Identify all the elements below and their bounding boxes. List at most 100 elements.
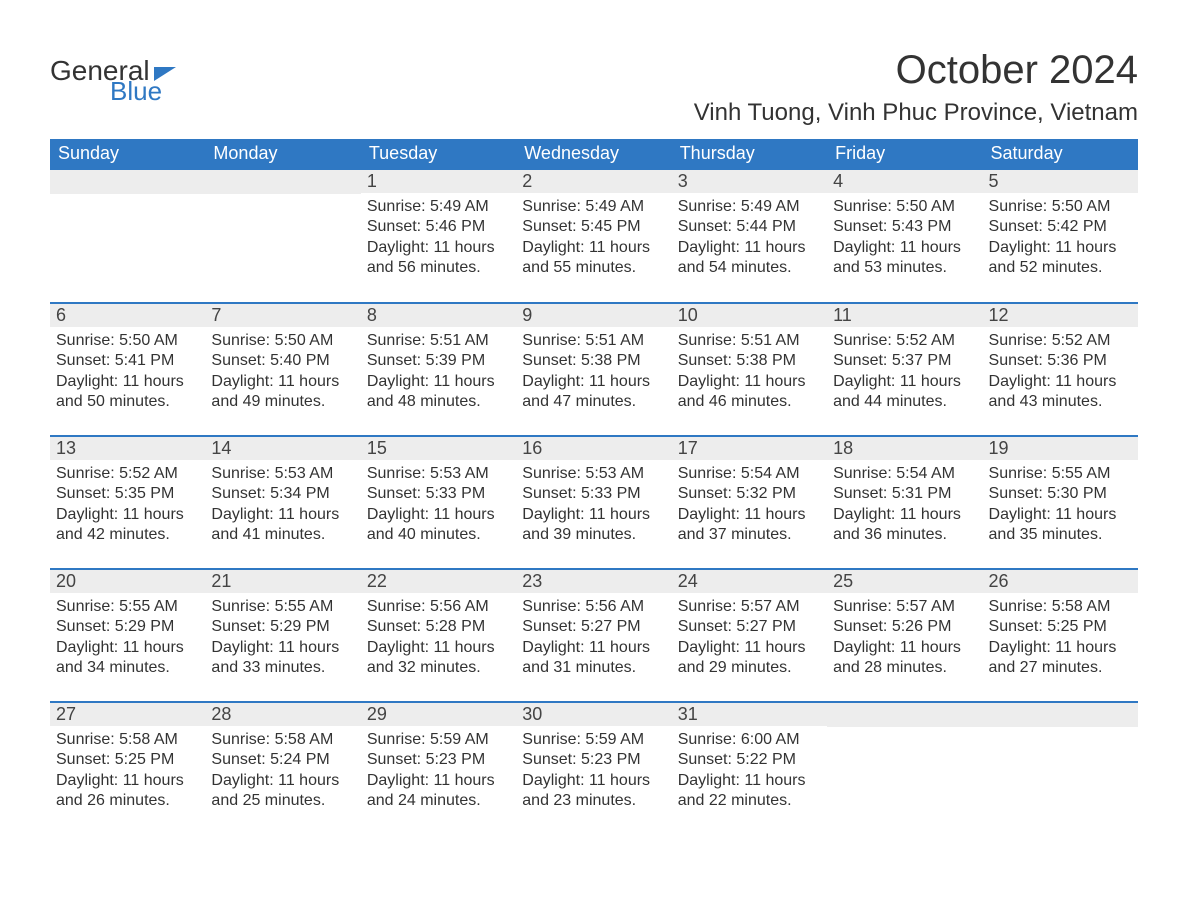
day-number (983, 703, 1138, 727)
sunset-label: Sunset: (678, 352, 732, 369)
location-subtitle: Vinh Tuong, Vinh Phuc Province, Vietnam (694, 99, 1138, 127)
day-body: Sunrise: 5:53 AMSunset: 5:33 PM Daylight:… (516, 460, 671, 568)
day-number (50, 170, 205, 194)
sunset-label: Sunset: (211, 751, 265, 768)
calendar-cell: 12Sunrise: 5:52 AMSunset: 5:36 PMDayligh… (983, 303, 1138, 436)
sunset-line: Sunset: 5:33 PM (522, 484, 665, 504)
sunrise-line: Sunrise: 5:57 AM (678, 597, 821, 617)
sunset-value: 5:27 PM (736, 618, 796, 635)
sunset-value: 5:41 PM (115, 352, 175, 369)
day-body: Sunrise: 5:49 AMSunset: 5:44 PMDaylight:… (672, 193, 827, 301)
sunset-label: Sunset: (56, 618, 110, 635)
sunrise-label: Sunrise: (678, 332, 737, 349)
sunrise-label: Sunrise: (211, 598, 270, 615)
sunrise-line: Sunrise: 5:53 AM (522, 464, 665, 484)
sunrise-line: Sunrise: 5:59 AM (367, 730, 510, 750)
weekday-header: Monday (205, 139, 360, 169)
day-body: Sunrise: 5:58 AMSunset: 5:25 PMDaylight:… (50, 726, 205, 834)
day-body: Sunrise: 5:53 AMSunset: 5:34 PMDaylight:… (205, 460, 360, 568)
sunset-label: Sunset: (367, 751, 421, 768)
day-number: 8 (361, 304, 516, 327)
sunset-value: 5:23 PM (426, 751, 486, 768)
day-body: Sunrise: 5:50 AMSunset: 5:41 PMDaylight:… (50, 327, 205, 435)
day-body: Sunrise: 5:52 AMSunset: 5:37 PMDaylight:… (827, 327, 982, 435)
daylight-label: Daylight: (833, 373, 895, 390)
sunrise-label: Sunrise: (211, 332, 270, 349)
calendar-week-row: 13Sunrise: 5:52 AMSunset: 5:35 PMDayligh… (50, 436, 1138, 569)
sunset-line: Sunset: 5:45 PM (522, 217, 665, 237)
calendar-header-row: SundayMondayTuesdayWednesdayThursdayFrid… (50, 139, 1138, 169)
daylight-label: Daylight: (678, 639, 740, 656)
sunrise-value: 5:49 AM (430, 198, 489, 215)
daylight-label: Daylight: (367, 639, 429, 656)
daylight-label: Daylight: (522, 373, 584, 390)
calendar-cell: 22Sunrise: 5:56 AMSunset: 5:28 PMDayligh… (361, 569, 516, 702)
daylight-line: Daylight: 11 hours and 55 minutes. (522, 238, 665, 279)
sunset-label: Sunset: (678, 751, 732, 768)
daylight-label: Daylight: (989, 373, 1051, 390)
sunset-value: 5:23 PM (581, 751, 641, 768)
day-number: 18 (827, 437, 982, 460)
sunrise-value: 5:51 AM (430, 332, 489, 349)
sunset-label: Sunset: (367, 485, 421, 502)
sunrise-line: Sunrise: 5:55 AM (211, 597, 354, 617)
sunrise-value: 5:50 AM (1052, 198, 1111, 215)
daylight-line: Daylight: 11 hours and 50 minutes. (56, 372, 199, 413)
calendar-cell: 27Sunrise: 5:58 AMSunset: 5:25 PMDayligh… (50, 702, 205, 835)
sunrise-value: 5:58 AM (1052, 598, 1111, 615)
sunset-label: Sunset: (211, 485, 265, 502)
daylight-line: Daylight: 11 hours and 46 minutes. (678, 372, 821, 413)
sunrise-line: Sunrise: 5:58 AM (56, 730, 199, 750)
daylight-line: Daylight: 11 hours and 24 minutes. (367, 771, 510, 812)
daylight-line: Daylight: 11 hours and 53 minutes. (833, 238, 976, 279)
daylight-label: Daylight: (833, 506, 895, 523)
sunrise-value: 5:59 AM (585, 731, 644, 748)
sunrise-label: Sunrise: (522, 198, 581, 215)
sunrise-value: 5:51 AM (741, 332, 800, 349)
sunrise-line: Sunrise: 5:52 AM (989, 331, 1132, 351)
daylight-label: Daylight: (989, 239, 1051, 256)
brand-text: General Blue (50, 58, 176, 103)
day-number: 13 (50, 437, 205, 460)
calendar-cell: 26Sunrise: 5:58 AMSunset: 5:25 PMDayligh… (983, 569, 1138, 702)
sunrise-line: Sunrise: 5:50 AM (56, 331, 199, 351)
sunset-label: Sunset: (989, 352, 1043, 369)
daylight-line: Daylight: 11 hours and 41 minutes. (211, 505, 354, 546)
sunrise-value: 5:58 AM (275, 731, 334, 748)
sunset-label: Sunset: (989, 218, 1043, 235)
sunrise-line: Sunrise: 5:54 AM (678, 464, 821, 484)
titles: October 2024 Vinh Tuong, Vinh Phuc Provi… (694, 48, 1138, 139)
sunset-label: Sunset: (989, 618, 1043, 635)
brand-logo: General Blue (50, 58, 176, 103)
sunrise-value: 5:49 AM (585, 198, 644, 215)
calendar-cell: 18Sunrise: 5:54 AMSunset: 5:31 PMDayligh… (827, 436, 982, 569)
sunrise-value: 5:50 AM (896, 198, 955, 215)
sunset-value: 5:45 PM (581, 218, 641, 235)
calendar-cell: 14Sunrise: 5:53 AMSunset: 5:34 PMDayligh… (205, 436, 360, 569)
sunset-value: 5:29 PM (115, 618, 175, 635)
day-body: Sunrise: 5:56 AMSunset: 5:28 PMDaylight:… (361, 593, 516, 701)
calendar-cell: 17Sunrise: 5:54 AMSunset: 5:32 PMDayligh… (672, 436, 827, 569)
sunset-label: Sunset: (211, 352, 265, 369)
daylight-label: Daylight: (522, 772, 584, 789)
day-body: Sunrise: 5:50 AMSunset: 5:40 PMDaylight:… (205, 327, 360, 435)
sunrise-value: 5:52 AM (896, 332, 955, 349)
sunrise-label: Sunrise: (367, 332, 426, 349)
daylight-label: Daylight: (522, 506, 584, 523)
day-body: Sunrise: 5:56 AMSunset: 5:27 PMDaylight:… (516, 593, 671, 701)
sunset-line: Sunset: 5:26 PM (833, 617, 976, 637)
calendar-cell: 9Sunrise: 5:51 AMSunset: 5:38 PMDaylight… (516, 303, 671, 436)
daylight-line: Daylight: 11 hours and 54 minutes. (678, 238, 821, 279)
weekday-header: Thursday (672, 139, 827, 169)
daylight-label: Daylight: (56, 772, 118, 789)
sunrise-value: 5:49 AM (741, 198, 800, 215)
day-number: 23 (516, 570, 671, 593)
sunrise-line: Sunrise: 5:52 AM (56, 464, 199, 484)
day-number: 11 (827, 304, 982, 327)
sunrise-label: Sunrise: (56, 332, 115, 349)
sunrise-line: Sunrise: 5:54 AM (833, 464, 976, 484)
sunset-value: 5:28 PM (426, 618, 486, 635)
sunset-value: 5:38 PM (736, 352, 796, 369)
sunrise-value: 5:53 AM (275, 465, 334, 482)
day-number: 10 (672, 304, 827, 327)
